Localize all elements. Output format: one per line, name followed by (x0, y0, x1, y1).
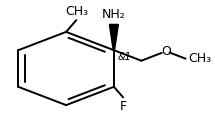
Polygon shape (109, 24, 118, 50)
Text: O: O (161, 45, 171, 58)
Text: CH₃: CH₃ (188, 52, 211, 65)
Text: NH₂: NH₂ (102, 8, 126, 21)
Text: F: F (120, 100, 127, 113)
Text: CH₃: CH₃ (65, 5, 88, 18)
Text: &1: &1 (118, 52, 131, 62)
